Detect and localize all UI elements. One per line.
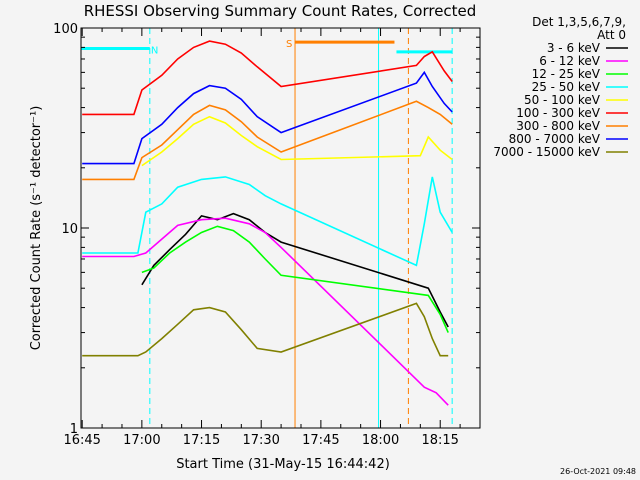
x-tick-label: 18:15 — [421, 433, 458, 448]
legend-header-line-2: Att 0 — [597, 28, 626, 42]
legend-label: 800 - 7000 keV — [509, 132, 601, 146]
series-line-1 — [82, 217, 449, 406]
x-axis-label: Start Time (31-May-15 16:44:42) — [176, 457, 390, 472]
legend-header-line-1: Det 1,3,5,6,7,9, — [532, 15, 626, 29]
axes: 16:45 17:00 17:15 17:30 17:45 18:00 18:15 1 10 10… — [53, 22, 480, 448]
chart-title: RHESSI Observing Summary Count Rates, Co… — [84, 2, 477, 20]
plot-marks: NS — [81, 28, 453, 428]
x-tick-label: 17:45 — [302, 433, 339, 448]
series-line-5 — [82, 40, 453, 116]
y-tick-label: 10 — [61, 222, 78, 237]
x-tick-label: 18:00 — [362, 433, 399, 448]
legend-label: 25 - 50 keV — [532, 80, 601, 94]
x-tick-label: 17:00 — [123, 433, 160, 448]
series-line-4 — [141, 115, 453, 167]
series-line-2 — [141, 225, 449, 333]
legend-label: 100 - 300 keV — [516, 106, 600, 120]
y-tick-label: 1 — [70, 422, 78, 437]
legend-label: 7000 - 15000 keV — [493, 145, 600, 159]
series-line-3 — [82, 176, 453, 267]
x-tick-label: 16:45 — [63, 433, 100, 448]
x-tick-label: 17:30 — [242, 433, 279, 448]
series-line-8 — [82, 302, 449, 357]
legend-label: 6 - 12 keV — [539, 54, 601, 68]
legend-label: 12 - 25 keV — [532, 67, 601, 81]
series-line-7 — [82, 70, 453, 165]
legend-label: 50 - 100 keV — [524, 93, 601, 107]
x-tick-label: 17:15 — [183, 433, 220, 448]
flag-label-S: S — [286, 39, 292, 50]
timestamp: 26-Oct-2021 09:48 — [560, 467, 636, 476]
series-line-0 — [141, 212, 449, 328]
series-line-6 — [82, 100, 453, 181]
y-axis-label: Corrected Count Rate (s⁻¹ detector⁻¹) — [29, 106, 44, 351]
flag-label-N: N — [151, 45, 158, 56]
legend-label: 300 - 800 keV — [516, 119, 600, 133]
legend-label: 3 - 6 keV — [547, 41, 601, 55]
y-tick-label: 100 — [53, 22, 78, 37]
